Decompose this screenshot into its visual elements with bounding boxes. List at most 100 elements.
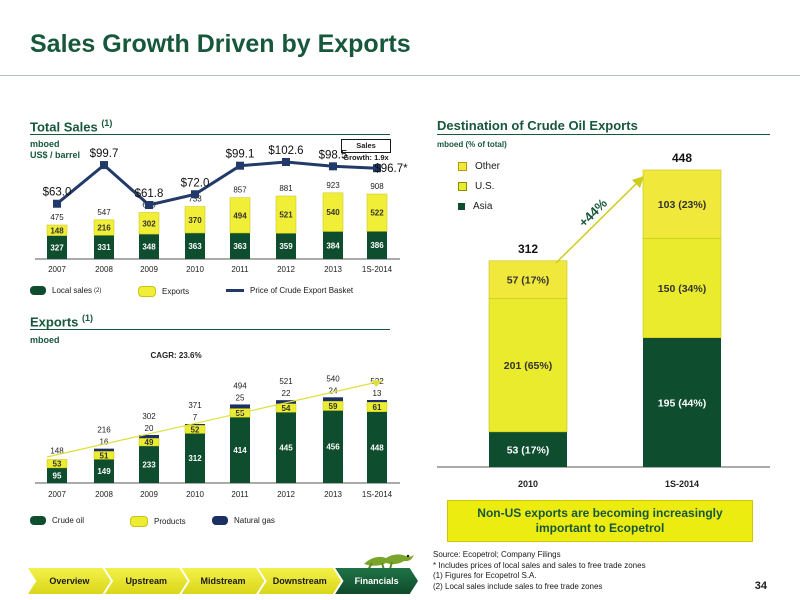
sales-x-tick: 2012 [277, 265, 295, 274]
local-sales-label: 363 [188, 242, 202, 251]
exports-title-text: Exports [30, 314, 79, 330]
legend-products: Products [130, 516, 186, 527]
legend-other-label: Other [475, 161, 501, 172]
exports-total-label: 302 [142, 412, 156, 421]
nav-tab-financials[interactable]: Financials [335, 568, 418, 594]
callout-text: Non-US exports are becoming increasingly… [477, 506, 723, 535]
nav-tab-midstream[interactable]: Midstream [181, 568, 265, 594]
crude-oil-bar [323, 410, 343, 483]
sales-growth-box: Sales Growth: 1.9x [341, 139, 391, 162]
growth-arrow-line [555, 179, 641, 264]
crude-oil-label: 95 [53, 471, 62, 480]
nav-tab-overview[interactable]: Overview [28, 568, 111, 594]
other-value-label: 103 (23%) [658, 199, 706, 211]
exports-total-label: 371 [188, 401, 202, 410]
natural-gas-label: 20 [145, 424, 154, 433]
asia-value-label: 53 (17%) [507, 444, 550, 456]
exports-x-tick: 1S-2014 [362, 490, 393, 499]
cagr-label: CAGR: 23.6% [150, 351, 201, 360]
exports-label: 494 [233, 211, 247, 220]
destination-total-label: 312 [518, 242, 538, 256]
products-label: 51 [100, 451, 109, 460]
legend-price: Price of Crude Export Basket [226, 286, 353, 295]
exports-label: 216 [97, 224, 111, 233]
exports-x-tick: 2007 [48, 490, 66, 499]
destination-x-tick: 1S-2014 [665, 479, 699, 489]
exports-total-label: 148 [50, 446, 64, 455]
destination-title: Destination of Crude Oil Exports [437, 118, 638, 133]
footnote-asterisk: * Includes prices of local sales and sal… [433, 560, 646, 570]
exports-bar [138, 212, 160, 235]
exports-bar [93, 219, 115, 236]
legend-products-label: Products [154, 517, 186, 526]
exports-title: Exports (1) [30, 313, 93, 329]
price-label: $72.0 [181, 177, 210, 189]
price-label: $102.6 [268, 145, 303, 157]
footnote-1: (1) Figures for Ecopetrol S.A. [433, 571, 537, 581]
asia-bar [643, 337, 721, 467]
footnote-2: (2) Local sales include sales to free tr… [433, 581, 603, 591]
local-sales-label: 327 [50, 243, 64, 252]
us-value-label: 201 (65%) [504, 360, 552, 372]
total-sales-label: 908 [370, 182, 384, 191]
crude-oil-bar [94, 459, 114, 483]
total-sales-label: 857 [233, 186, 247, 195]
price-marker [236, 161, 244, 170]
price-marker [100, 161, 108, 170]
growth-label: +44% [576, 195, 611, 230]
crude-oil-label: 414 [233, 446, 247, 455]
page-number: 34 [754, 580, 767, 592]
page-title: Sales Growth Driven by Exports [30, 30, 411, 58]
exports-x-tick: 2008 [95, 490, 113, 499]
other-bar [642, 169, 722, 239]
total-sales-rule [30, 134, 390, 135]
price-marker [191, 190, 199, 199]
nav-tab-midstream-label: Midstream [200, 576, 246, 586]
local-sales-bar [276, 233, 296, 259]
exports-label: 521 [279, 211, 293, 220]
crude-oil-label: 233 [142, 460, 156, 469]
price-label: $61.8 [135, 188, 164, 200]
legend-price-line [226, 289, 244, 292]
local-sales-label: 359 [279, 242, 293, 251]
us-bar [642, 237, 722, 339]
crude-oil-bar [276, 412, 296, 483]
nav-tab-overview-label: Overview [49, 576, 90, 586]
natural-gas-label: 25 [236, 393, 245, 402]
exports-label: 148 [50, 226, 64, 235]
total-sales-label: 547 [97, 208, 111, 217]
products-label: 61 [373, 403, 382, 412]
price-marker [53, 199, 61, 208]
legend-other: Other [458, 161, 500, 172]
legend-local-label: Local sales [52, 286, 93, 295]
natural-gas-bar [276, 400, 296, 404]
local-sales-bar [94, 235, 114, 259]
sales-x-tick: 2013 [324, 265, 342, 274]
crude-oil-label: 312 [188, 454, 202, 463]
nav-tab-upstream[interactable]: Upstream [104, 568, 188, 594]
products-label: 49 [145, 438, 154, 447]
exports-total-label: 494 [233, 381, 247, 390]
exports-x-tick: 2013 [324, 490, 342, 499]
footnotes: Source: Ecopetrol; Company Filings * Inc… [433, 550, 646, 592]
sales-x-tick: 2007 [48, 265, 66, 274]
natural-gas-label: 22 [282, 389, 291, 398]
nav-tab-downstream[interactable]: Downstream [258, 568, 342, 594]
exports-label: 522 [370, 209, 384, 218]
callout-box: Non-US exports are becoming increasingly… [447, 500, 753, 542]
other-bar [488, 260, 568, 299]
crude-oil-bar [47, 467, 67, 483]
legend-exports-swatch [138, 286, 156, 297]
legend-crude: Crude oil [30, 516, 84, 525]
legend-natgas: Natural gas [212, 516, 275, 525]
cagr-arrow-line [46, 380, 383, 458]
price-marker [282, 158, 290, 166]
total-sales-label: 881 [279, 184, 293, 193]
cagr-arrow-head [372, 380, 382, 387]
local-sales-bar [47, 235, 67, 259]
natural-gas-bar [139, 434, 159, 439]
legend-local-swatch [30, 286, 46, 295]
total-sales-label: 923 [326, 181, 340, 190]
asia-bar [489, 431, 567, 467]
